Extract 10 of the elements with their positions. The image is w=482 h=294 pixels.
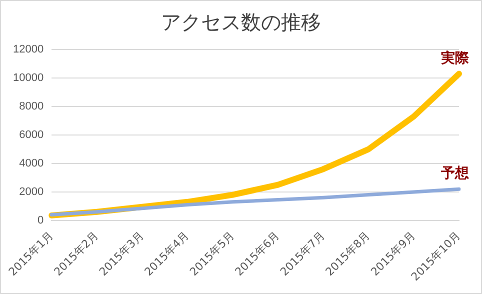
y-tick-label: 2000	[19, 186, 44, 198]
chart-title: アクセス数の推移	[160, 9, 322, 35]
y-tick-label: 12000	[12, 44, 44, 56]
y-tick-label: 0	[37, 214, 44, 226]
series-label: 予想	[440, 166, 470, 182]
y-tick-label: 6000	[19, 129, 44, 142]
series-label: 実際	[441, 49, 470, 66]
y-tick-label: 8000	[19, 100, 44, 113]
y-tick-label: 10000	[12, 72, 44, 84]
y-tick-label: 4000	[19, 158, 44, 170]
